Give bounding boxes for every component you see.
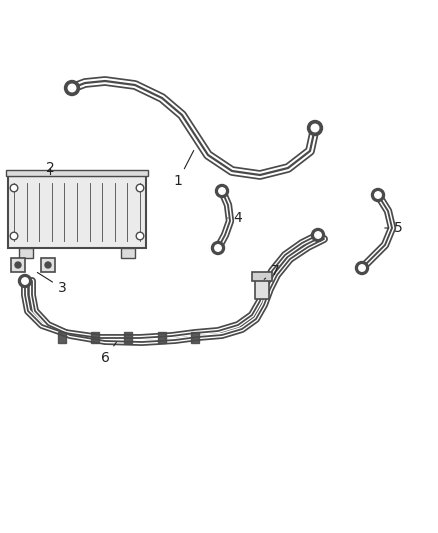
Bar bbox=[158, 332, 166, 343]
Circle shape bbox=[371, 189, 385, 201]
Bar bbox=[58, 332, 66, 343]
Bar bbox=[252, 272, 272, 281]
Circle shape bbox=[136, 184, 144, 192]
Circle shape bbox=[307, 120, 322, 135]
Text: 5: 5 bbox=[385, 221, 403, 235]
Bar bbox=[124, 332, 132, 343]
Circle shape bbox=[136, 232, 144, 240]
Text: 1: 1 bbox=[173, 150, 194, 188]
Circle shape bbox=[10, 184, 18, 192]
Bar bbox=[121, 248, 135, 258]
Circle shape bbox=[375, 192, 381, 198]
Circle shape bbox=[311, 124, 319, 132]
Circle shape bbox=[18, 274, 32, 287]
Circle shape bbox=[212, 241, 225, 254]
Circle shape bbox=[219, 188, 225, 194]
Text: 6: 6 bbox=[101, 342, 117, 365]
Circle shape bbox=[15, 262, 21, 268]
Circle shape bbox=[45, 262, 51, 268]
Text: 4: 4 bbox=[228, 211, 242, 225]
Text: 2: 2 bbox=[46, 161, 54, 175]
Circle shape bbox=[68, 84, 76, 92]
Bar bbox=[19, 248, 33, 258]
Circle shape bbox=[215, 245, 221, 251]
Bar bbox=[6, 170, 148, 176]
Text: 3: 3 bbox=[37, 272, 67, 295]
Bar bbox=[91, 332, 99, 343]
Circle shape bbox=[356, 262, 368, 274]
Bar bbox=[191, 332, 199, 343]
Circle shape bbox=[10, 232, 18, 240]
Bar bbox=[41, 258, 55, 272]
Circle shape bbox=[215, 184, 229, 198]
Bar bbox=[8, 176, 146, 248]
Circle shape bbox=[64, 80, 80, 95]
Circle shape bbox=[311, 229, 325, 241]
Circle shape bbox=[315, 232, 321, 238]
Bar bbox=[11, 258, 25, 272]
Text: 7: 7 bbox=[264, 264, 279, 279]
Bar bbox=[255, 277, 269, 299]
Circle shape bbox=[359, 265, 365, 271]
Circle shape bbox=[22, 278, 28, 284]
